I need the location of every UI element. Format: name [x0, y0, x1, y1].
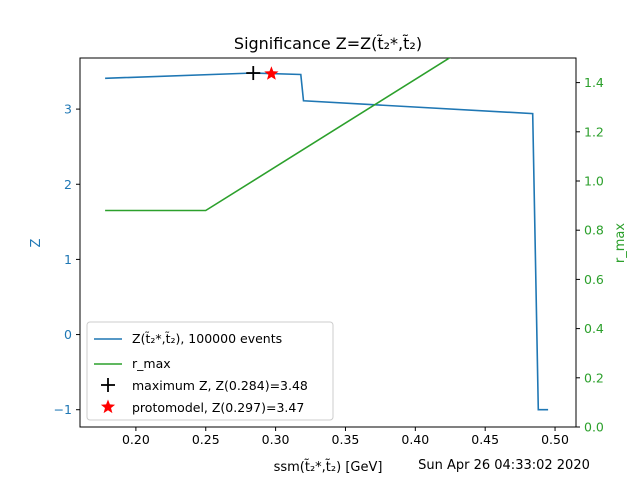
- y-right-tick-label: 0.6: [584, 272, 604, 287]
- legend-rmax-label: r_max: [132, 356, 171, 371]
- x-tick-label: 0.45: [471, 432, 499, 447]
- y-left-axis-label: Z: [29, 238, 44, 247]
- max-z-marker: [246, 66, 261, 81]
- y-left-tick-label: 3: [64, 102, 72, 117]
- y-right-tick-label: 0.4: [584, 321, 604, 336]
- plot-frame: [79, 57, 577, 428]
- legend-max-label: maximum Z, Z(0.284)=3.48: [132, 378, 308, 393]
- y-right-tick-label: 0.0: [584, 420, 604, 435]
- legend-protomodel-label: protomodel, Z(0.297)=3.47: [132, 400, 304, 415]
- x-tick-label: 0.30: [262, 432, 290, 447]
- x-tick-label: 0.40: [401, 432, 429, 447]
- x-tick-label: 0.25: [192, 432, 220, 447]
- rmax-series-line: [105, 58, 451, 212]
- y-left-tick-label: 1: [64, 252, 72, 267]
- plot-area-border: [79, 57, 577, 428]
- y-right-tick-label: 1.0: [584, 174, 604, 189]
- protomodel-star-marker: [264, 66, 279, 80]
- x-tick-label: 0.20: [122, 432, 150, 447]
- marker-layer: [246, 66, 279, 81]
- x-tick-label: 0.50: [541, 432, 569, 447]
- y-right-tick-label: 0.2: [584, 370, 604, 385]
- legend-star-icon: [100, 399, 116, 414]
- timestamp-text: Sun Apr 26 04:33:02 2020: [418, 458, 590, 473]
- x-axis-ticks: 0.20 0.25 0.30 0.35 0.40 0.45 0.50: [122, 427, 569, 447]
- y-right-tick-label: 1.2: [584, 124, 604, 139]
- y-left-tick-label: 2: [64, 177, 72, 192]
- y-left-tick-label: −1: [54, 402, 72, 417]
- chart-title: Significance Z=Z(t̃₂*,t̃₂): [234, 34, 422, 53]
- x-axis-label: ssm(t̃₂*,t̃₂) [GeV]: [274, 460, 383, 475]
- x-tick-label: 0.35: [332, 432, 360, 447]
- legend-box: [86, 321, 334, 421]
- y-left-axis-ticks: −1 0 1 2 3: [54, 102, 80, 417]
- y-right-tick-label: 0.8: [584, 223, 604, 238]
- y-right-tick-label: 1.4: [584, 75, 604, 90]
- legend-z-label: Z(t̃₂*,t̃₂), 100000 events: [132, 331, 282, 346]
- y-right-axis-label: r_max: [613, 223, 628, 263]
- legend-max-icon: [101, 378, 115, 392]
- y-left-tick-label: 0: [64, 327, 72, 342]
- legend: Z(t̃₂*,t̃₂), 100000 events r_max maximum…: [86, 321, 334, 421]
- y-right-axis-ticks: 0.0 0.2 0.4 0.6 0.8 1.0 1.2 1.4: [576, 75, 604, 435]
